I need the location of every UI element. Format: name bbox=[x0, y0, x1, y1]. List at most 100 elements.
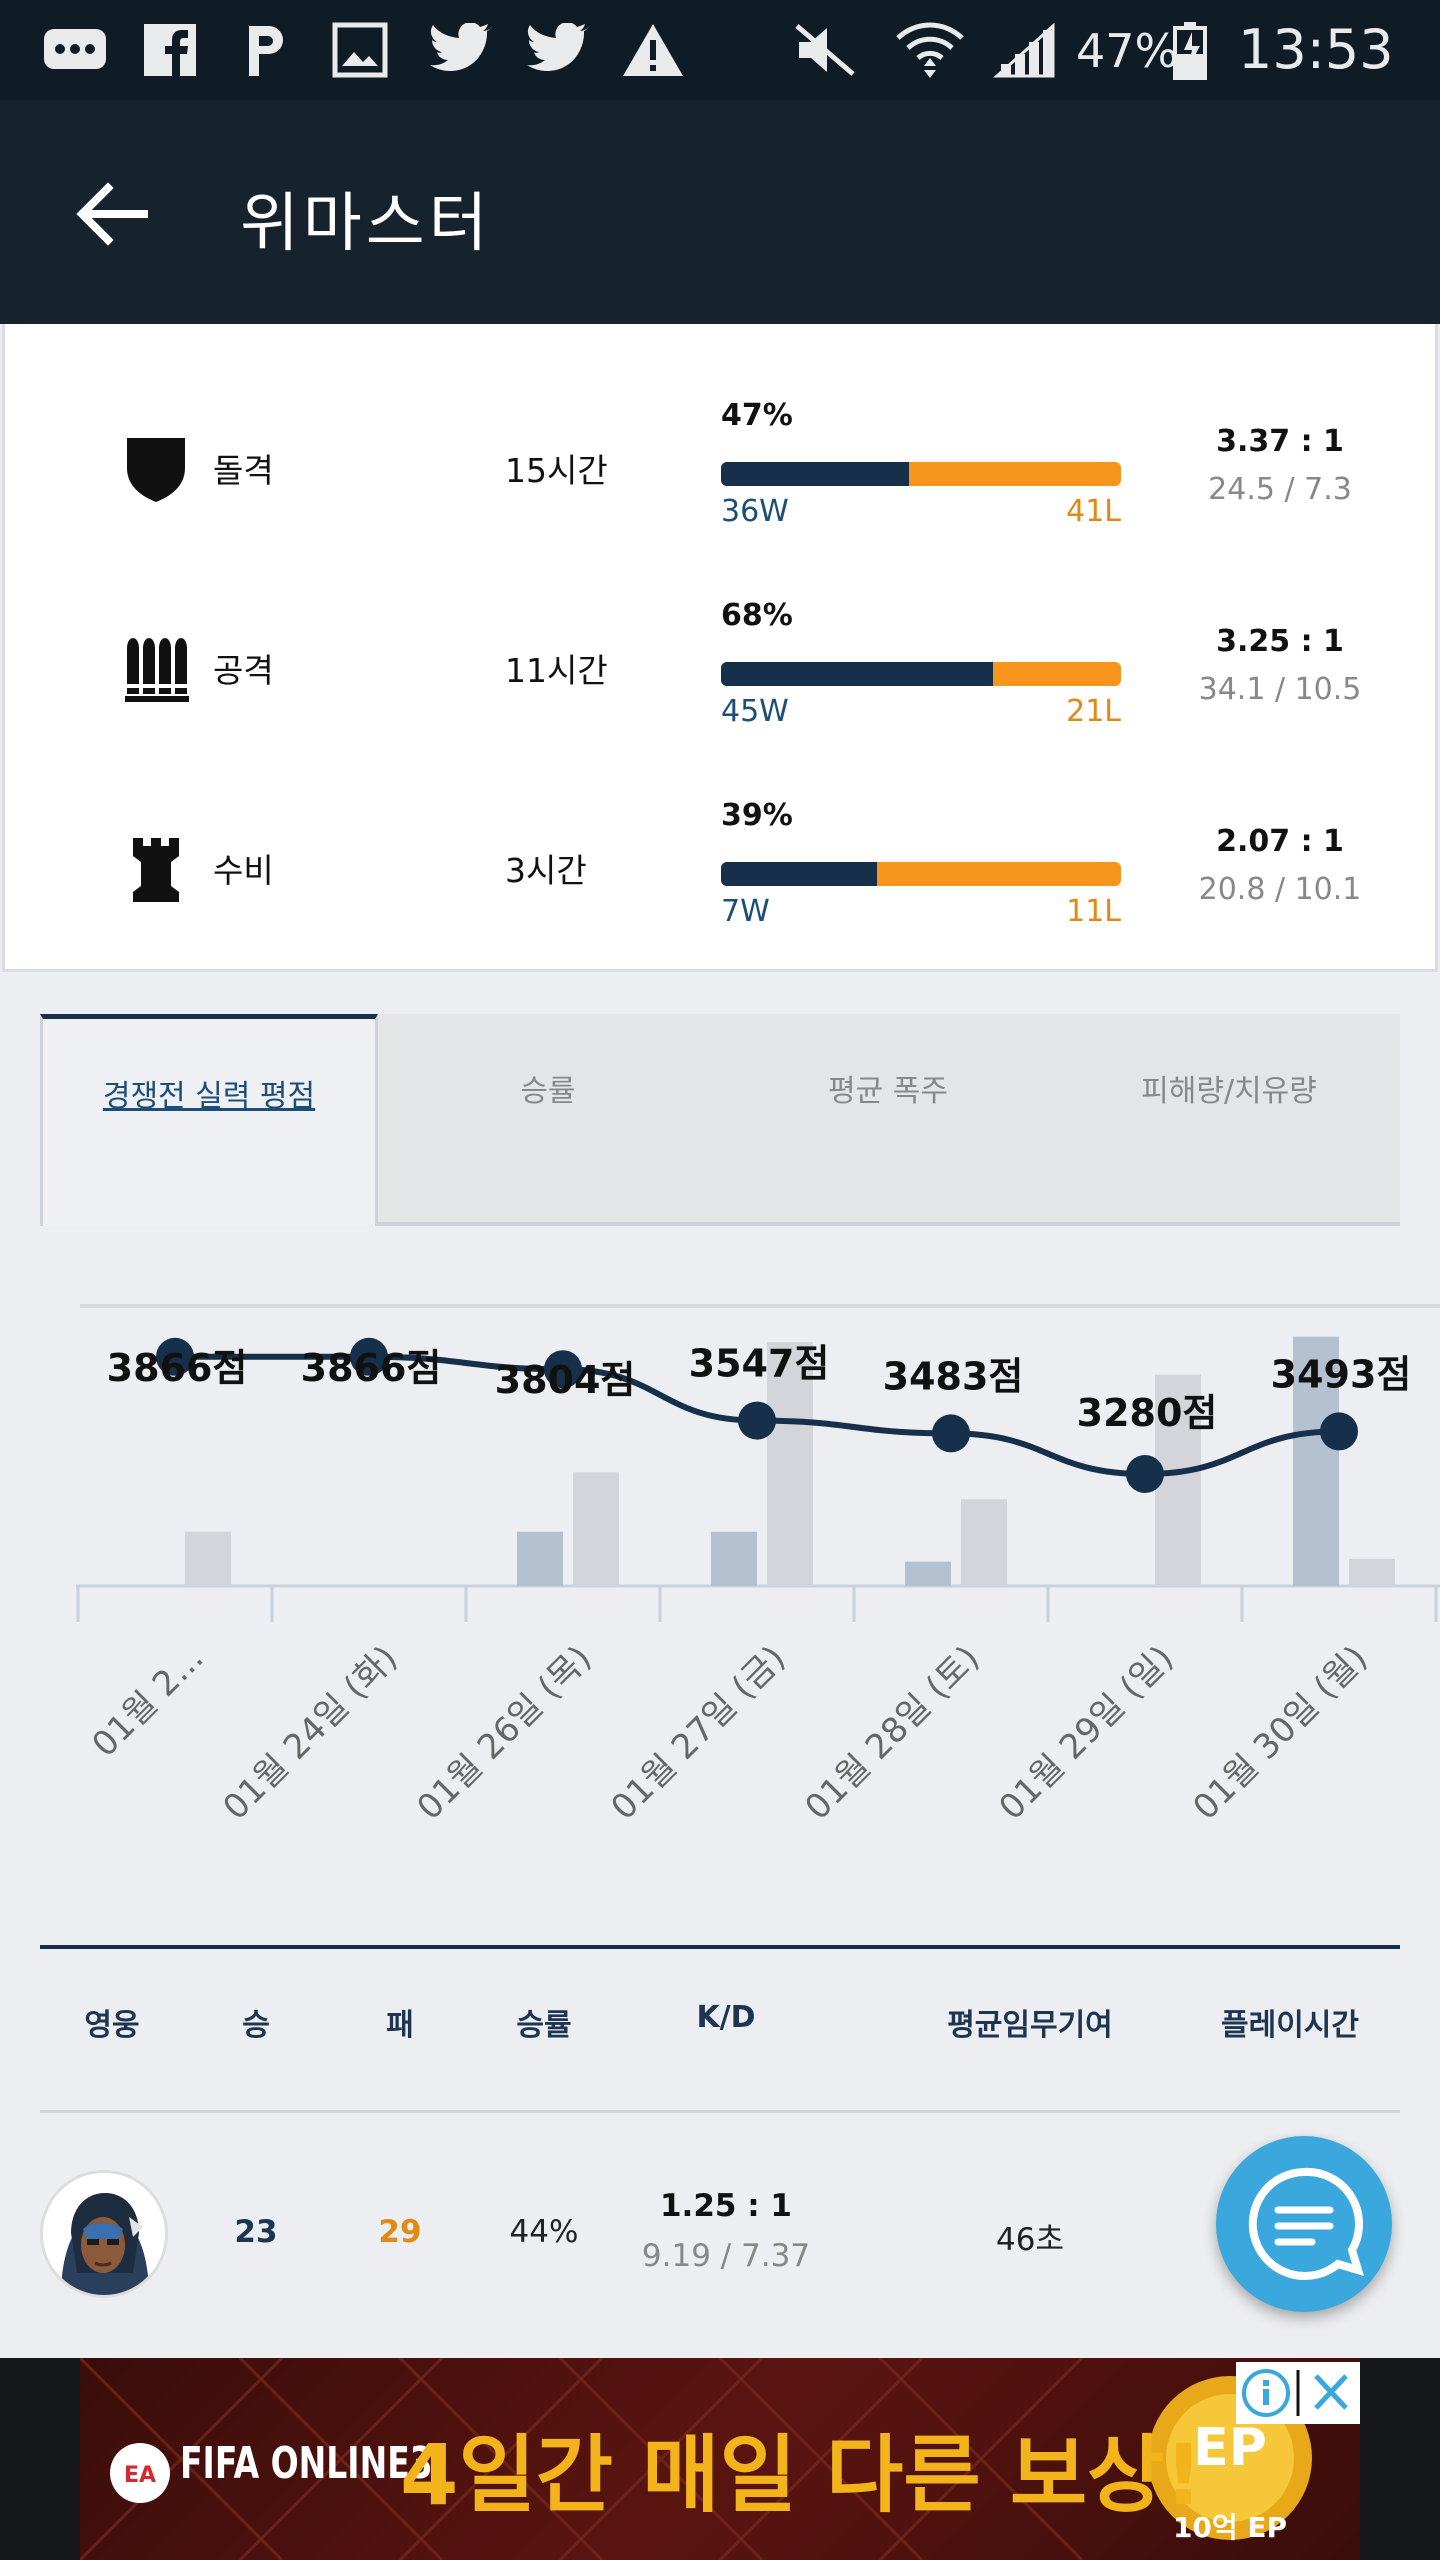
role-kd-ratio: 3.25 : 1 bbox=[1216, 624, 1344, 659]
table-header: 영웅 승 패 승률 K/D 평균임무기여 플레이시간 bbox=[40, 2000, 1400, 2060]
role-row-defense: 수비 3시간 39% 7W 11L 2.07 : 1 20.8 / 10.1 bbox=[5, 724, 1440, 929]
role-kd-ratio: 2.07 : 1 bbox=[1216, 824, 1344, 859]
role-playtime: 15시간 bbox=[505, 451, 608, 490]
ad-brand: FIFA ONLINE3 bbox=[180, 2438, 433, 2489]
status-bar: 47% 13:53 bbox=[0, 0, 1440, 100]
row-wins: 23 bbox=[234, 2214, 278, 2250]
chart-svg: 3866점 3866점 3804점 3547점 3483점 3280점 3493점 01월 … bbox=[76, 1304, 1440, 1828]
stats-tabs: 경쟁전 실력 평점 승률 평균 폭주 피해량/치유량 bbox=[40, 1014, 1400, 1226]
bar-a bbox=[1293, 1336, 1339, 1586]
facebook-icon bbox=[140, 22, 200, 78]
data-point bbox=[544, 1350, 582, 1389]
ad-headline: 4일간 매일 다른 보상! bbox=[400, 2426, 1203, 2524]
role-row-tank: 돌격 15시간 47% 36W 41L 3.37 : 1 24.5 / 7.3 bbox=[5, 324, 1440, 529]
data-label: 3483점 bbox=[883, 1354, 1024, 1398]
ad-close-icon[interactable] bbox=[1314, 2374, 1348, 2410]
header-hero: 영웅 bbox=[84, 2008, 140, 2043]
data-point bbox=[1320, 1412, 1358, 1451]
chat-fab-button[interactable] bbox=[1216, 2136, 1392, 2312]
win-fill bbox=[721, 462, 909, 486]
win-fill bbox=[721, 862, 877, 886]
x-tick-label: 01월 24일 (화) bbox=[215, 1638, 405, 1828]
twitter-icon bbox=[522, 22, 592, 78]
app-bar: 위마스터 bbox=[0, 100, 1440, 324]
table-header-divider bbox=[40, 2110, 1400, 2113]
battery-percent: 47% bbox=[1076, 24, 1179, 78]
data-label: 3804점 bbox=[495, 1358, 636, 1402]
header-losses: 패 bbox=[386, 2008, 414, 2043]
data-point bbox=[932, 1414, 970, 1453]
ad-badge: 10억 EP bbox=[1172, 2511, 1288, 2544]
tab-win-rate[interactable]: 승률 bbox=[520, 1074, 576, 1109]
role-name: 돌격 bbox=[213, 451, 274, 490]
chat-bubble-icon bbox=[1248, 2167, 1364, 2280]
ad-banner[interactable]: EA FIFA ONLINE3 4일간 매일 다른 보상! EP 10억 EP bbox=[80, 2358, 1360, 2560]
chat-notification-icon bbox=[40, 22, 110, 78]
data-point bbox=[350, 1337, 388, 1376]
data-point bbox=[738, 1401, 776, 1440]
data-label: 3866점 bbox=[301, 1346, 442, 1390]
role-losses: 11L bbox=[1066, 894, 1121, 929]
wifi-icon bbox=[890, 22, 970, 78]
table-row[interactable]: 23 29 44% 1.25 : 1 9.19 / 7.37 46초 bbox=[40, 2170, 1400, 2300]
signal-icon bbox=[990, 22, 1060, 78]
role-losses: 41L bbox=[1066, 494, 1121, 529]
header-playtime: 플레이시간 bbox=[1221, 2008, 1359, 2043]
warning-icon bbox=[618, 22, 688, 78]
data-point bbox=[1126, 1455, 1164, 1493]
role-losses: 21L bbox=[1066, 694, 1121, 729]
ep-coin-text: EP bbox=[1193, 2418, 1267, 2478]
row-win-rate: 44% bbox=[509, 2214, 579, 2250]
image-icon bbox=[330, 22, 390, 78]
role-stats-card: 돌격 15시간 47% 36W 41L 3.37 : 1 24.5 / 7.3 … bbox=[2, 324, 1438, 972]
bar-b bbox=[185, 1531, 231, 1586]
p-app-icon bbox=[240, 22, 290, 78]
bar-a bbox=[711, 1531, 757, 1586]
tab-damage-healing[interactable]: 피해량/치유량 bbox=[1141, 1074, 1317, 1109]
role-name: 공격 bbox=[213, 651, 274, 690]
bar-a bbox=[905, 1561, 951, 1586]
x-tick-label: 01월 30일 (월) bbox=[1185, 1638, 1375, 1828]
role-wins: 36W bbox=[721, 494, 789, 529]
tab-average-streak[interactable]: 평균 폭주 bbox=[828, 1074, 948, 1109]
role-wins: 45W bbox=[721, 694, 789, 729]
data-label: 3280점 bbox=[1077, 1391, 1218, 1435]
back-arrow-icon[interactable] bbox=[70, 172, 154, 256]
role-win-percent: 68% bbox=[721, 598, 793, 633]
x-tick-label: 01월 29일 (일) bbox=[991, 1638, 1181, 1828]
role-kd-ratio: 3.37 : 1 bbox=[1216, 424, 1344, 459]
header-wins: 승 bbox=[242, 2008, 270, 2043]
clock: 13:53 bbox=[1238, 18, 1394, 81]
row-kd-detail: 9.19 / 7.37 bbox=[641, 2238, 811, 2274]
row-kd: 1.25 : 1 bbox=[659, 2188, 793, 2224]
role-kd-detail: 34.1 / 10.5 bbox=[1198, 672, 1362, 707]
ad-info-icon[interactable] bbox=[1242, 2369, 1290, 2417]
win-fill bbox=[721, 662, 993, 686]
x-tick-label: 01월 2... bbox=[85, 1638, 212, 1765]
bar-a bbox=[517, 1531, 563, 1586]
row-objective: 46초 bbox=[996, 2222, 1064, 2258]
table-top-divider bbox=[40, 1945, 1400, 1949]
svg-text:EA: EA bbox=[124, 2463, 156, 2488]
role-playtime: 11시간 bbox=[505, 651, 608, 690]
tab-competitive-rating[interactable]: 경쟁전 실력 평점 bbox=[40, 1014, 378, 1226]
shield-icon bbox=[123, 434, 189, 504]
row-losses: 29 bbox=[378, 2214, 422, 2250]
role-playtime: 3시간 bbox=[505, 851, 587, 890]
ad-controls bbox=[1236, 2362, 1360, 2424]
header-win-rate: 승률 bbox=[516, 2008, 572, 2043]
bullets-icon bbox=[123, 634, 189, 704]
header-objective: 평균임무기여 bbox=[947, 2008, 1113, 2043]
win-loss-bar bbox=[721, 662, 1121, 686]
fifa-online-logo: EA FIFA ONLINE3 bbox=[100, 2428, 433, 2518]
data-label: 3866점 bbox=[107, 1346, 248, 1390]
header-kd: K/D bbox=[696, 2000, 756, 2035]
x-tick-label: 01월 28일 (토) bbox=[797, 1638, 987, 1828]
role-win-percent: 39% bbox=[721, 798, 793, 833]
data-label: 3493점 bbox=[1271, 1352, 1412, 1396]
bar-b bbox=[573, 1472, 619, 1586]
role-row-offense: 공격 11시간 68% 45W 21L 3.25 : 1 34.1 / 10.5 bbox=[5, 524, 1440, 729]
battery-icon bbox=[1170, 22, 1210, 80]
rook-tower-icon bbox=[123, 834, 189, 904]
data-label: 3547점 bbox=[689, 1342, 830, 1386]
